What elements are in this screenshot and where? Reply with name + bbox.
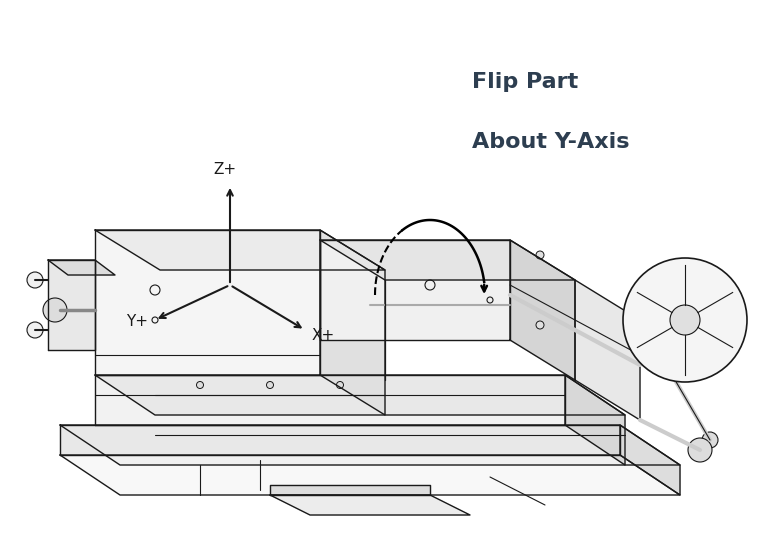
Polygon shape bbox=[95, 375, 625, 415]
Polygon shape bbox=[320, 240, 575, 280]
Polygon shape bbox=[48, 260, 95, 350]
Polygon shape bbox=[320, 240, 510, 340]
Circle shape bbox=[267, 382, 274, 388]
Text: About Y-Axis: About Y-Axis bbox=[472, 132, 630, 152]
Circle shape bbox=[670, 305, 700, 335]
Polygon shape bbox=[60, 425, 680, 465]
Circle shape bbox=[197, 382, 203, 388]
Polygon shape bbox=[60, 455, 680, 495]
Circle shape bbox=[623, 258, 747, 382]
Text: Y+: Y+ bbox=[126, 315, 148, 329]
Circle shape bbox=[536, 251, 544, 259]
Polygon shape bbox=[270, 485, 430, 495]
Circle shape bbox=[43, 298, 67, 322]
Text: X+: X+ bbox=[312, 327, 335, 343]
Circle shape bbox=[702, 432, 718, 448]
Polygon shape bbox=[95, 375, 565, 425]
Circle shape bbox=[27, 272, 43, 288]
Polygon shape bbox=[510, 240, 575, 380]
Polygon shape bbox=[320, 230, 385, 415]
Circle shape bbox=[337, 382, 344, 388]
Polygon shape bbox=[48, 260, 115, 275]
Polygon shape bbox=[60, 425, 620, 455]
Polygon shape bbox=[95, 230, 385, 270]
Polygon shape bbox=[565, 375, 625, 465]
Polygon shape bbox=[575, 280, 640, 420]
Circle shape bbox=[27, 322, 43, 338]
Text: Flip Part: Flip Part bbox=[472, 72, 578, 91]
Circle shape bbox=[688, 438, 712, 462]
Text: Z+: Z+ bbox=[213, 162, 236, 177]
Polygon shape bbox=[95, 230, 320, 375]
Polygon shape bbox=[270, 495, 470, 515]
Circle shape bbox=[536, 321, 544, 329]
Polygon shape bbox=[620, 425, 680, 495]
